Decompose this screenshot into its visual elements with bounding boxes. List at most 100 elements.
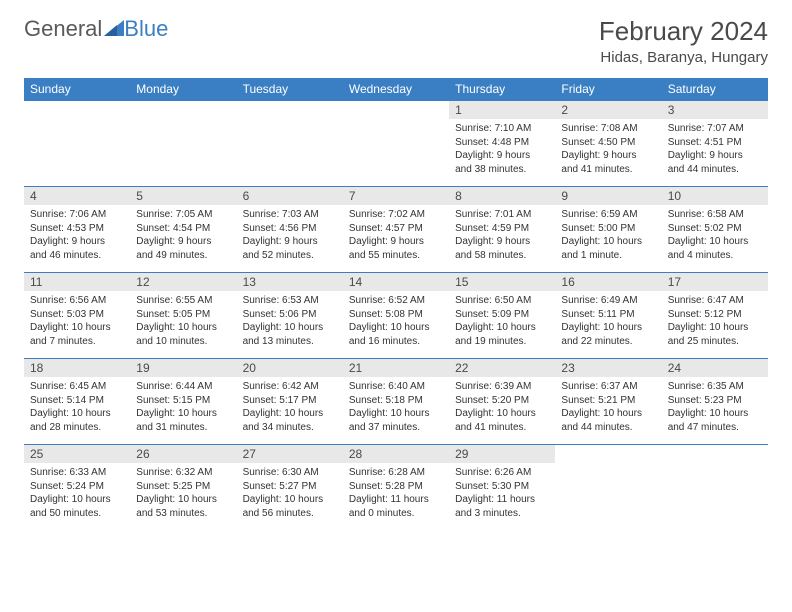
sunset-text: Sunset: 5:00 PM	[561, 222, 655, 236]
day-details: Sunrise: 6:42 AMSunset: 5:17 PMDaylight:…	[237, 377, 343, 438]
day-details: Sunrise: 7:06 AMSunset: 4:53 PMDaylight:…	[24, 205, 130, 266]
day-number: 5	[130, 187, 236, 205]
day-details: Sunrise: 7:10 AMSunset: 4:48 PMDaylight:…	[449, 119, 555, 180]
empty-cell	[662, 445, 768, 531]
daylight-text: Daylight: 10 hours and 41 minutes.	[455, 407, 549, 434]
day-number: 21	[343, 359, 449, 377]
daylight-text: Daylight: 10 hours and 4 minutes.	[668, 235, 762, 262]
sunset-text: Sunset: 5:23 PM	[668, 394, 762, 408]
sunrise-text: Sunrise: 6:37 AM	[561, 380, 655, 394]
calendar-table: SundayMondayTuesdayWednesdayThursdayFrid…	[24, 78, 768, 531]
empty-cell	[237, 101, 343, 187]
brand-logo: General Blue	[24, 16, 168, 42]
sunrise-text: Sunrise: 6:56 AM	[30, 294, 124, 308]
daylight-text: Daylight: 9 hours and 38 minutes.	[455, 149, 549, 176]
sunset-text: Sunset: 4:48 PM	[455, 136, 549, 150]
sunrise-text: Sunrise: 7:06 AM	[30, 208, 124, 222]
sunset-text: Sunset: 5:12 PM	[668, 308, 762, 322]
sunset-text: Sunset: 5:20 PM	[455, 394, 549, 408]
day-cell: 7Sunrise: 7:02 AMSunset: 4:57 PMDaylight…	[343, 187, 449, 273]
day-cell: 13Sunrise: 6:53 AMSunset: 5:06 PMDayligh…	[237, 273, 343, 359]
day-cell: 10Sunrise: 6:58 AMSunset: 5:02 PMDayligh…	[662, 187, 768, 273]
sunrise-text: Sunrise: 6:28 AM	[349, 466, 443, 480]
day-number: 22	[449, 359, 555, 377]
day-details: Sunrise: 7:03 AMSunset: 4:56 PMDaylight:…	[237, 205, 343, 266]
day-number: 26	[130, 445, 236, 463]
day-cell: 28Sunrise: 6:28 AMSunset: 5:28 PMDayligh…	[343, 445, 449, 531]
daylight-text: Daylight: 9 hours and 49 minutes.	[136, 235, 230, 262]
daylight-text: Daylight: 10 hours and 56 minutes.	[243, 493, 337, 520]
sunset-text: Sunset: 5:03 PM	[30, 308, 124, 322]
sunrise-text: Sunrise: 6:45 AM	[30, 380, 124, 394]
calendar-row: 11Sunrise: 6:56 AMSunset: 5:03 PMDayligh…	[24, 273, 768, 359]
daylight-text: Daylight: 10 hours and 31 minutes.	[136, 407, 230, 434]
day-number: 29	[449, 445, 555, 463]
daylight-text: Daylight: 9 hours and 41 minutes.	[561, 149, 655, 176]
day-details: Sunrise: 6:32 AMSunset: 5:25 PMDaylight:…	[130, 463, 236, 524]
day-cell: 16Sunrise: 6:49 AMSunset: 5:11 PMDayligh…	[555, 273, 661, 359]
day-number: 7	[343, 187, 449, 205]
day-number: 15	[449, 273, 555, 291]
calendar-row: 1Sunrise: 7:10 AMSunset: 4:48 PMDaylight…	[24, 101, 768, 187]
day-details: Sunrise: 7:08 AMSunset: 4:50 PMDaylight:…	[555, 119, 661, 180]
calendar-row: 18Sunrise: 6:45 AMSunset: 5:14 PMDayligh…	[24, 359, 768, 445]
sunrise-text: Sunrise: 7:10 AM	[455, 122, 549, 136]
sunset-text: Sunset: 5:15 PM	[136, 394, 230, 408]
sunrise-text: Sunrise: 6:33 AM	[30, 466, 124, 480]
logo-triangle-icon	[104, 16, 124, 42]
daylight-text: Daylight: 9 hours and 55 minutes.	[349, 235, 443, 262]
daylight-text: Daylight: 10 hours and 10 minutes.	[136, 321, 230, 348]
sunrise-text: Sunrise: 7:05 AM	[136, 208, 230, 222]
day-number: 12	[130, 273, 236, 291]
sunset-text: Sunset: 5:24 PM	[30, 480, 124, 494]
sunset-text: Sunset: 5:02 PM	[668, 222, 762, 236]
day-number: 25	[24, 445, 130, 463]
day-details: Sunrise: 6:44 AMSunset: 5:15 PMDaylight:…	[130, 377, 236, 438]
day-cell: 1Sunrise: 7:10 AMSunset: 4:48 PMDaylight…	[449, 101, 555, 187]
sunset-text: Sunset: 5:25 PM	[136, 480, 230, 494]
sunrise-text: Sunrise: 7:08 AM	[561, 122, 655, 136]
day-details: Sunrise: 6:55 AMSunset: 5:05 PMDaylight:…	[130, 291, 236, 352]
sunset-text: Sunset: 4:54 PM	[136, 222, 230, 236]
sunrise-text: Sunrise: 6:40 AM	[349, 380, 443, 394]
day-details: Sunrise: 6:47 AMSunset: 5:12 PMDaylight:…	[662, 291, 768, 352]
day-number: 11	[24, 273, 130, 291]
day-number: 13	[237, 273, 343, 291]
sunrise-text: Sunrise: 6:26 AM	[455, 466, 549, 480]
day-number: 28	[343, 445, 449, 463]
sunrise-text: Sunrise: 6:50 AM	[455, 294, 549, 308]
brand-part1: General	[24, 16, 102, 42]
day-cell: 8Sunrise: 7:01 AMSunset: 4:59 PMDaylight…	[449, 187, 555, 273]
day-details: Sunrise: 6:39 AMSunset: 5:20 PMDaylight:…	[449, 377, 555, 438]
day-number: 2	[555, 101, 661, 119]
sunrise-text: Sunrise: 7:03 AM	[243, 208, 337, 222]
daylight-text: Daylight: 10 hours and 16 minutes.	[349, 321, 443, 348]
day-cell: 11 Sunrise: 6:56 AMSunset: 5:03 PMDayligh…	[24, 273, 130, 359]
day-details: Sunrise: 6:59 AMSunset: 5:00 PMDaylight:…	[555, 205, 661, 266]
sunrise-text: Sunrise: 6:55 AM	[136, 294, 230, 308]
day-cell: 20Sunrise: 6:42 AMSunset: 5:17 PMDayligh…	[237, 359, 343, 445]
sunrise-text: Sunrise: 6:47 AM	[668, 294, 762, 308]
day-number: 24	[662, 359, 768, 377]
day-number: 19	[130, 359, 236, 377]
day-details: Sunrise: 6:53 AMSunset: 5:06 PMDaylight:…	[237, 291, 343, 352]
sunset-text: Sunset: 4:59 PM	[455, 222, 549, 236]
day-details: Sunrise: 6:30 AMSunset: 5:27 PMDaylight:…	[237, 463, 343, 524]
day-details: Sunrise: 6:52 AMSunset: 5:08 PMDaylight:…	[343, 291, 449, 352]
day-cell: 5Sunrise: 7:05 AMSunset: 4:54 PMDaylight…	[130, 187, 236, 273]
weekday-header: Friday	[555, 78, 661, 101]
day-cell: 3Sunrise: 7:07 AMSunset: 4:51 PMDaylight…	[662, 101, 768, 187]
daylight-text: Daylight: 10 hours and 7 minutes.	[30, 321, 124, 348]
day-cell: 6Sunrise: 7:03 AMSunset: 4:56 PMDaylight…	[237, 187, 343, 273]
sunrise-text: Sunrise: 6:49 AM	[561, 294, 655, 308]
daylight-text: Daylight: 10 hours and 53 minutes.	[136, 493, 230, 520]
day-number: 9	[555, 187, 661, 205]
empty-cell	[555, 445, 661, 531]
day-details: Sunrise: 7:05 AMSunset: 4:54 PMDaylight:…	[130, 205, 236, 266]
sunset-text: Sunset: 5:18 PM	[349, 394, 443, 408]
day-number: 17	[662, 273, 768, 291]
day-number: 20	[237, 359, 343, 377]
day-cell: 15Sunrise: 6:50 AMSunset: 5:09 PMDayligh…	[449, 273, 555, 359]
day-cell: 24Sunrise: 6:35 AMSunset: 5:23 PMDayligh…	[662, 359, 768, 445]
sunset-text: Sunset: 5:21 PM	[561, 394, 655, 408]
